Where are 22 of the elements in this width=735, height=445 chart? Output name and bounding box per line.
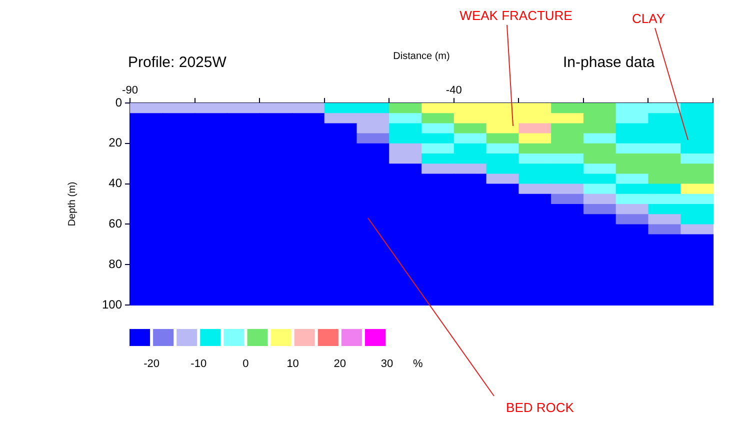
color-bar-label: 0 bbox=[242, 358, 249, 370]
y-tick-label: 100 bbox=[102, 297, 122, 312]
color-bar-label: -10 bbox=[190, 358, 207, 370]
color-bar-label: 30 bbox=[380, 358, 394, 370]
y-tick-label: 40 bbox=[108, 176, 122, 190]
x-tick-label: -90 bbox=[122, 84, 138, 96]
chart-title: Profile: 2025W bbox=[128, 54, 228, 71]
y-axis-title: Depth (m) bbox=[66, 182, 78, 226]
text: CLAY bbox=[632, 11, 666, 26]
x-axis-title: Distance (m) bbox=[393, 50, 450, 62]
y-tick-label: 20 bbox=[108, 136, 122, 150]
y-tick-label: 60 bbox=[108, 216, 122, 231]
color-bar-label: 20 bbox=[334, 358, 346, 370]
color-bar-title: % bbox=[413, 358, 423, 370]
text: BED ROCK bbox=[506, 400, 574, 415]
color-bar-label: -20 bbox=[144, 358, 160, 370]
x-tick-label: -40 bbox=[446, 84, 462, 96]
color-bar-label: 10 bbox=[286, 358, 299, 370]
y-tick-label: 80 bbox=[108, 256, 122, 271]
text: WEAK FRACTURE bbox=[460, 8, 573, 23]
y-tick-label: 0 bbox=[115, 95, 122, 110]
chart-subtitle: In-phase data bbox=[563, 54, 656, 71]
